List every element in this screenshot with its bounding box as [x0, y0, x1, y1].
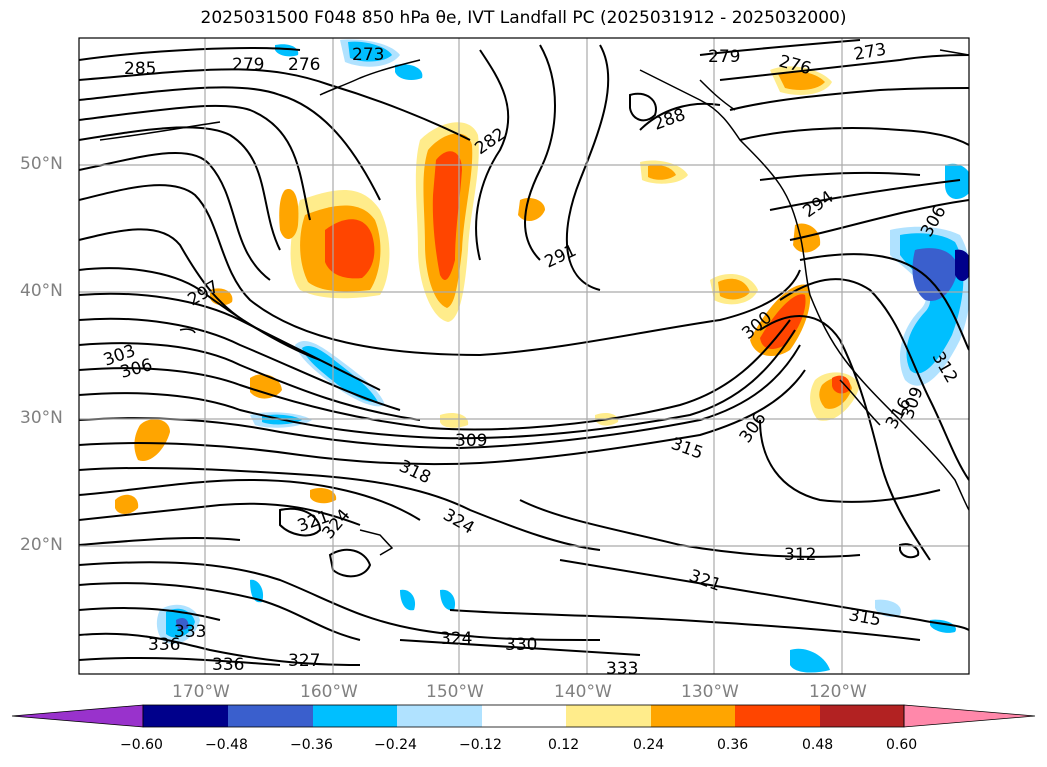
- lon-label-160w: 160°W: [300, 682, 358, 702]
- lon-label-170w: 170°W: [172, 682, 230, 702]
- lon-label-150w: 150°W: [426, 682, 484, 702]
- colorbar-bin: [651, 705, 735, 727]
- colorbar-tick: 0.60: [886, 737, 918, 753]
- colorbar-bin: [820, 705, 904, 727]
- colorbar-tick: 0.12: [548, 737, 580, 753]
- map-frame: [78, 37, 970, 675]
- colorbar-tick: −0.36: [290, 737, 333, 753]
- coastlines: [99, 49, 969, 556]
- colorbar-outline: [142, 704, 905, 728]
- lon-label-130w: 130°W: [681, 682, 739, 702]
- map-background: [79, 38, 969, 674]
- colorbar-bin: [397, 705, 482, 727]
- colorbar-tick: −0.60: [120, 737, 163, 753]
- colorbar-tick: 0.24: [633, 737, 665, 753]
- colorbar-bin: [482, 705, 566, 727]
- contour-label: 330: [505, 635, 537, 655]
- colorbar-bin: [143, 705, 228, 727]
- colorbar-min-extend: [11, 704, 144, 728]
- graticule: [79, 38, 969, 674]
- colorbar-tick: −0.48: [205, 737, 248, 753]
- contour-label: 327: [288, 651, 320, 671]
- lat-label-40n: 40°N: [20, 281, 63, 301]
- colorbar-tick: 0.48: [802, 737, 834, 753]
- colorbar-tick: 0.36: [717, 737, 749, 753]
- contour-label: 279: [232, 55, 264, 75]
- ivt-shading: [115, 39, 969, 673]
- contour-label: 285: [124, 59, 156, 79]
- lat-label-30n: 30°N: [20, 408, 63, 428]
- contour-label: 333: [606, 659, 638, 679]
- colorbar-bin: [228, 705, 313, 727]
- contour-label: 336: [212, 655, 244, 675]
- colorbar-bin: [566, 705, 651, 727]
- contour-label: 309: [455, 431, 487, 451]
- contour-label: 279: [708, 47, 740, 67]
- contour-label: 324: [440, 629, 472, 649]
- colorbar: [11, 704, 1036, 728]
- lon-label-120w: 120°W: [809, 682, 867, 702]
- contour-label: 276: [288, 55, 320, 75]
- colorbar-max-extend: [903, 704, 1036, 728]
- contour-label: 336: [148, 635, 180, 655]
- map-title: 2025031500 F048 850 hPa θe, IVT Landfall…: [200, 8, 847, 28]
- colorbar-bin: [313, 705, 397, 727]
- colorbar-tick: −0.24: [374, 737, 417, 753]
- contour-label: 312: [784, 545, 816, 565]
- lat-label-20n: 20°N: [20, 535, 63, 555]
- lon-label-140w: 140°W: [554, 682, 612, 702]
- contour-label: 273: [352, 45, 384, 65]
- contour-label: 333: [174, 622, 206, 642]
- colorbar-tick: −0.12: [459, 737, 502, 753]
- colorbar-bin: [735, 705, 820, 727]
- lat-label-50n: 50°N: [20, 154, 63, 174]
